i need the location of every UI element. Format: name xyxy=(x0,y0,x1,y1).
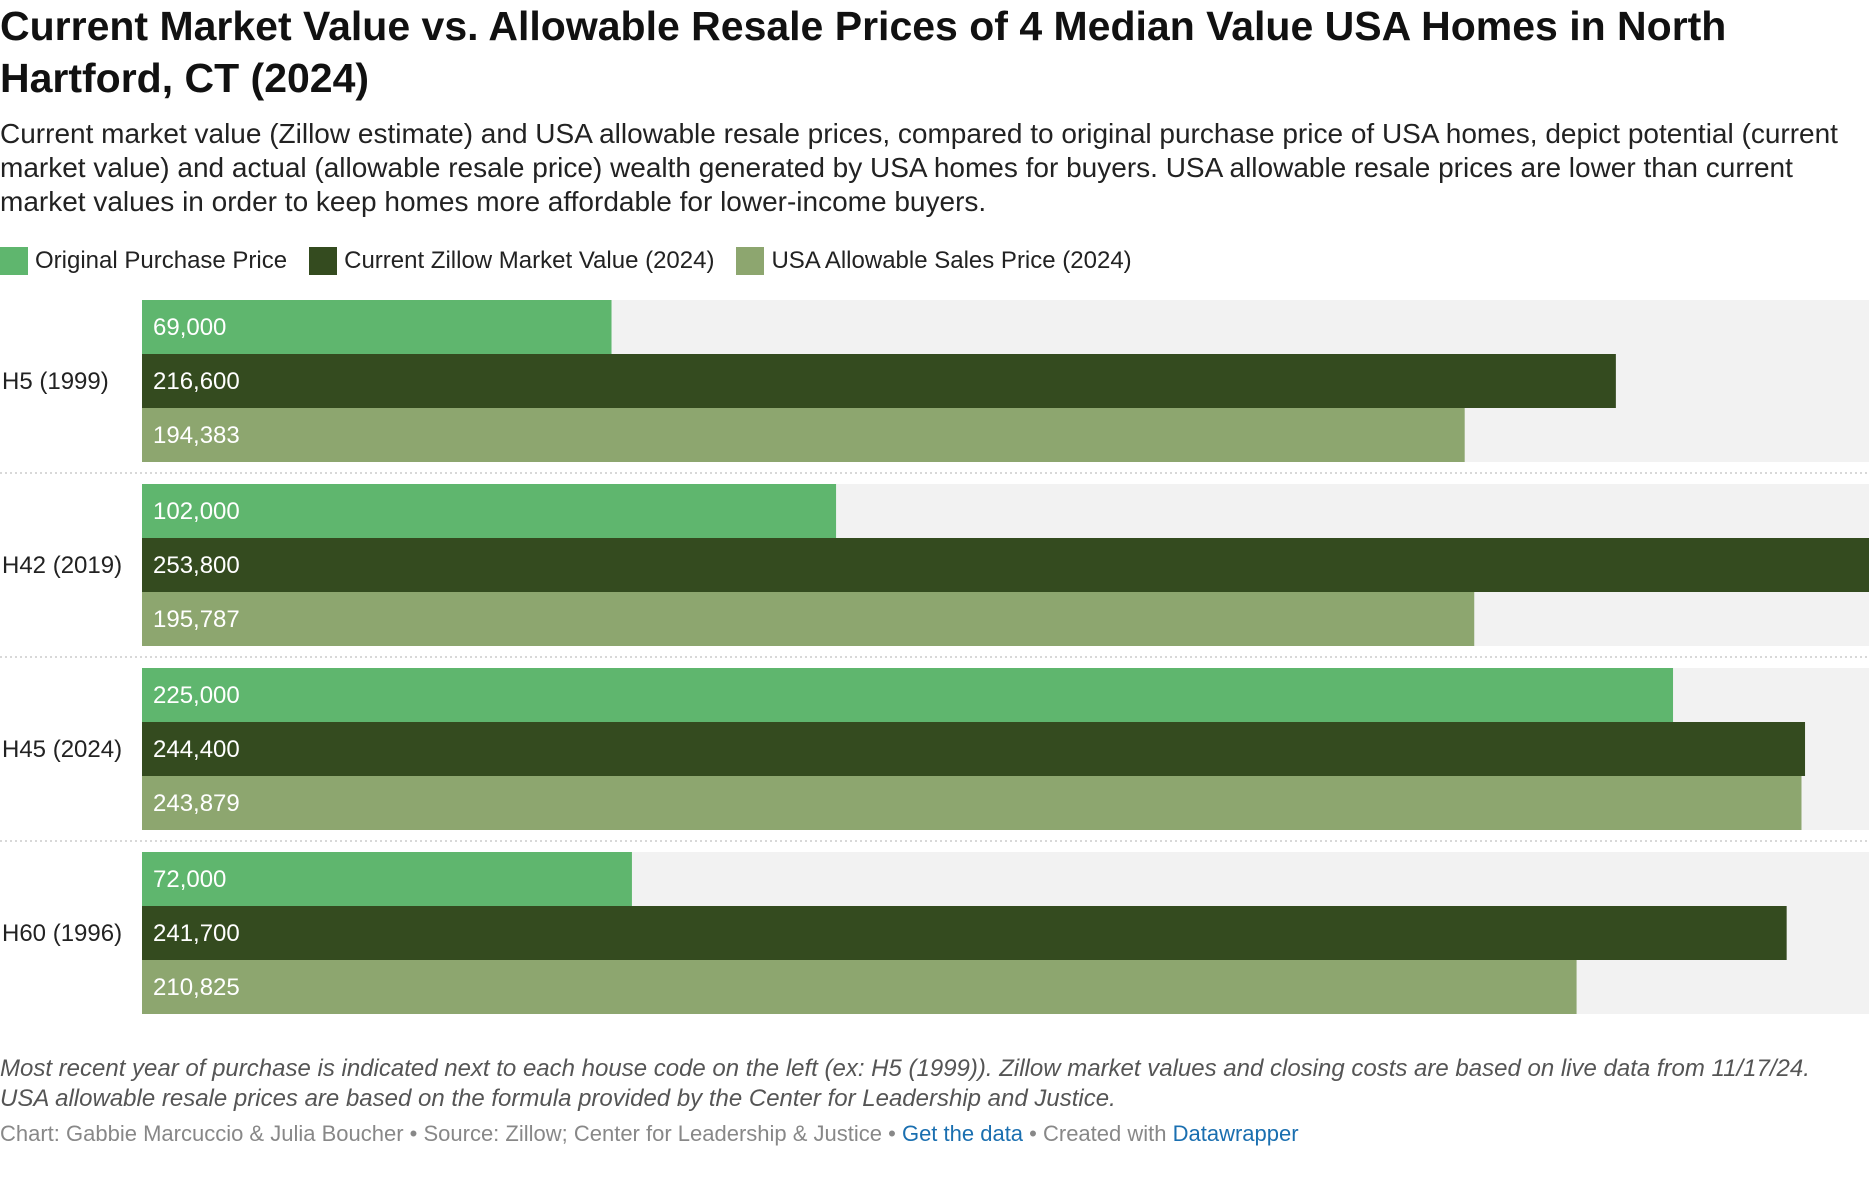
category-label-h60: H60 (1996) xyxy=(2,920,122,947)
chart-title: Current Market Value vs. Allowable Resal… xyxy=(0,3,1727,101)
legend-swatch-zillow xyxy=(309,247,338,275)
bar-h45-series-1 xyxy=(142,722,1806,776)
data-label-h5-series-0: 69,000 xyxy=(153,314,226,341)
legend-swatch-allowable xyxy=(736,247,765,275)
bar-h42-series-0 xyxy=(142,484,837,538)
bar-h5-series-1 xyxy=(142,354,1616,408)
data-label-h45-series-1: 244,400 xyxy=(153,736,240,763)
bar-h45-series-2 xyxy=(142,776,1802,830)
bar-h60-series-0 xyxy=(142,852,632,906)
footer-credit: Chart: Gabbie Marcuccio & Julia Boucher xyxy=(0,1121,404,1146)
bar-h42-series-1 xyxy=(142,538,1869,592)
datawrapper-link[interactable]: Datawrapper xyxy=(1172,1121,1299,1146)
footer-separator: • xyxy=(403,1121,424,1146)
data-label-h5-series-2: 194,383 xyxy=(153,422,240,449)
data-label-h60-series-0: 72,000 xyxy=(153,866,226,893)
legend-label-original: Original Purchase Price xyxy=(35,247,288,274)
footer-source: Source: Zillow; Center for Leadership & … xyxy=(423,1121,883,1146)
bar-h45-series-0 xyxy=(142,668,1674,722)
footer-separator: • xyxy=(882,1121,902,1146)
bar-h60-series-1 xyxy=(142,906,1787,960)
data-label-h45-series-0: 225,000 xyxy=(153,682,240,709)
data-label-h60-series-2: 210,825 xyxy=(153,974,240,1001)
footer-separator: • xyxy=(1023,1121,1043,1146)
data-label-h42-series-2: 195,787 xyxy=(153,606,240,633)
legend-swatch-original xyxy=(0,247,28,275)
bar-h42-series-2 xyxy=(142,592,1475,646)
footer: Chart: Gabbie Marcuccio & Julia Boucher … xyxy=(0,1121,1299,1147)
legend-label-zillow: Current Zillow Market Value (2024) xyxy=(344,247,715,274)
chart-subtitle: Current market value (Zillow estimate) a… xyxy=(0,118,1838,217)
data-label-h5-series-1: 216,600 xyxy=(153,368,240,395)
bar-h60-series-2 xyxy=(142,960,1577,1014)
category-label-h45: H45 (2024) xyxy=(2,736,122,763)
legend-item-zillow: Current Zillow Market Value (2024) xyxy=(309,247,714,275)
category-label-h5: H5 (1999) xyxy=(2,368,109,395)
data-label-h45-series-2: 243,879 xyxy=(153,790,240,817)
bar-h5-series-0 xyxy=(142,300,612,354)
legend-item-allowable: USA Allowable Sales Price (2024) xyxy=(736,247,1132,275)
get-the-data-link[interactable]: Get the data xyxy=(901,1121,1024,1146)
bar-h5-series-2 xyxy=(142,408,1465,462)
data-label-h42-series-0: 102,000 xyxy=(153,498,240,525)
legend: Original Purchase Price Current Zillow M… xyxy=(0,244,1154,278)
chart-note: Most recent year of purchase is indicate… xyxy=(0,1055,1810,1112)
bar-chart: H5 (1999) 69,000 216,600 194,383 H42 (2019) 1… xyxy=(0,300,1869,1014)
footer-created-with: Created with xyxy=(1042,1121,1167,1146)
data-label-h60-series-1: 241,700 xyxy=(153,920,240,947)
category-label-h42: H42 (2019) xyxy=(2,552,122,579)
data-label-h42-series-1: 253,800 xyxy=(153,552,240,579)
legend-label-allowable: USA Allowable Sales Price (2024) xyxy=(771,247,1132,274)
legend-item-original: Original Purchase Price xyxy=(0,247,287,275)
